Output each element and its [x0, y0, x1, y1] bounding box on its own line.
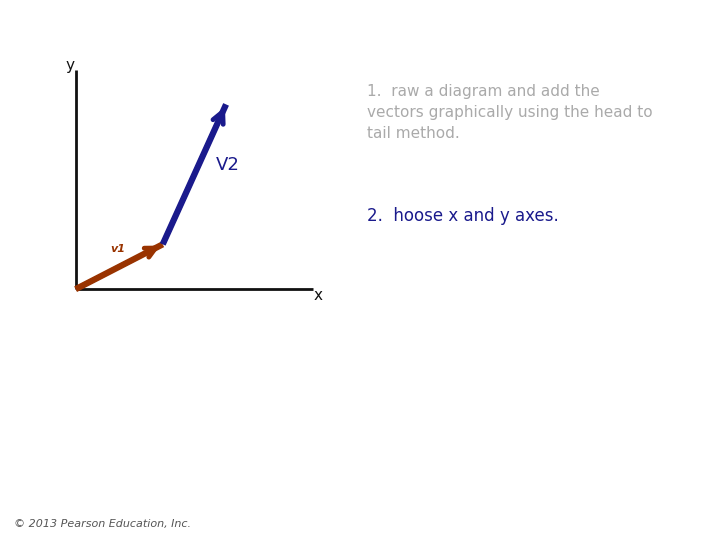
Text: © 2013 Pearson Education, Inc.: © 2013 Pearson Education, Inc.	[14, 519, 192, 529]
Text: y: y	[65, 58, 74, 73]
Text: 2.  hoose x and y axes.: 2. hoose x and y axes.	[367, 207, 559, 225]
Text: Adding Vectors by Components: Adding Vectors by Components	[163, 15, 557, 35]
Text: v1: v1	[110, 244, 125, 254]
Text: 1.  raw a diagram and add the
vectors graphically using the head to
tail method.: 1. raw a diagram and add the vectors gra…	[367, 84, 653, 141]
Text: x: x	[313, 288, 323, 303]
Text: V2: V2	[215, 157, 239, 174]
